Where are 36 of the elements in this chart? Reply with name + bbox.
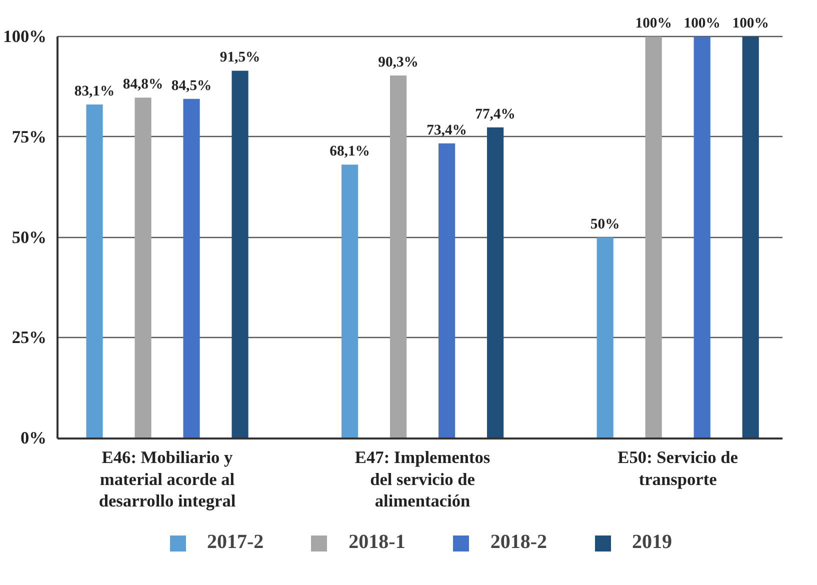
x-tick-label: E50: Servicio de transporte: [618, 448, 738, 489]
bar: [232, 70, 248, 438]
bar: [390, 76, 407, 438]
data-label: 100%: [732, 16, 769, 32]
y-tick-label: 75%: [12, 127, 46, 146]
bar: [342, 164, 358, 438]
data-label: 90,3%: [378, 54, 418, 71]
x-tick-label: E47: Implementos del servicio de alimentación: [354, 448, 490, 511]
data-label: 50%: [590, 216, 620, 232]
data-label: 83,1%: [74, 83, 115, 100]
legend-label: 2019: [632, 531, 672, 554]
data-label: 84,8%: [122, 76, 164, 93]
data-label: 77,4%: [475, 106, 516, 122]
bar: [86, 104, 103, 438]
y-tick-label: 100%: [3, 27, 47, 46]
bar: [134, 98, 152, 438]
bar: [438, 143, 456, 438]
x-tick-label: E46: Mobiliario y material acorde al desarrollo integral: [98, 448, 236, 511]
data-label: 100%: [635, 16, 672, 32]
legend-label: 2017-2: [206, 531, 264, 554]
data-label: 100%: [684, 16, 720, 32]
bar: [645, 36, 662, 438]
legend-label: 2018-1: [348, 531, 406, 554]
y-tick-label: 0%: [20, 428, 47, 448]
y-tick-label: 25%: [12, 328, 46, 348]
bar: [183, 98, 200, 438]
data-label: 73,4%: [426, 122, 467, 138]
data-label: 68,1%: [330, 144, 370, 160]
bar: [742, 36, 759, 438]
bar: [694, 36, 710, 438]
y-tick-label: 50%: [12, 228, 46, 247]
data-label: 91,5%: [220, 50, 260, 66]
data-label: 84,5%: [171, 78, 212, 94]
legend-label: 2018-2: [490, 531, 548, 554]
bar: [487, 127, 504, 438]
bar: [596, 237, 614, 438]
